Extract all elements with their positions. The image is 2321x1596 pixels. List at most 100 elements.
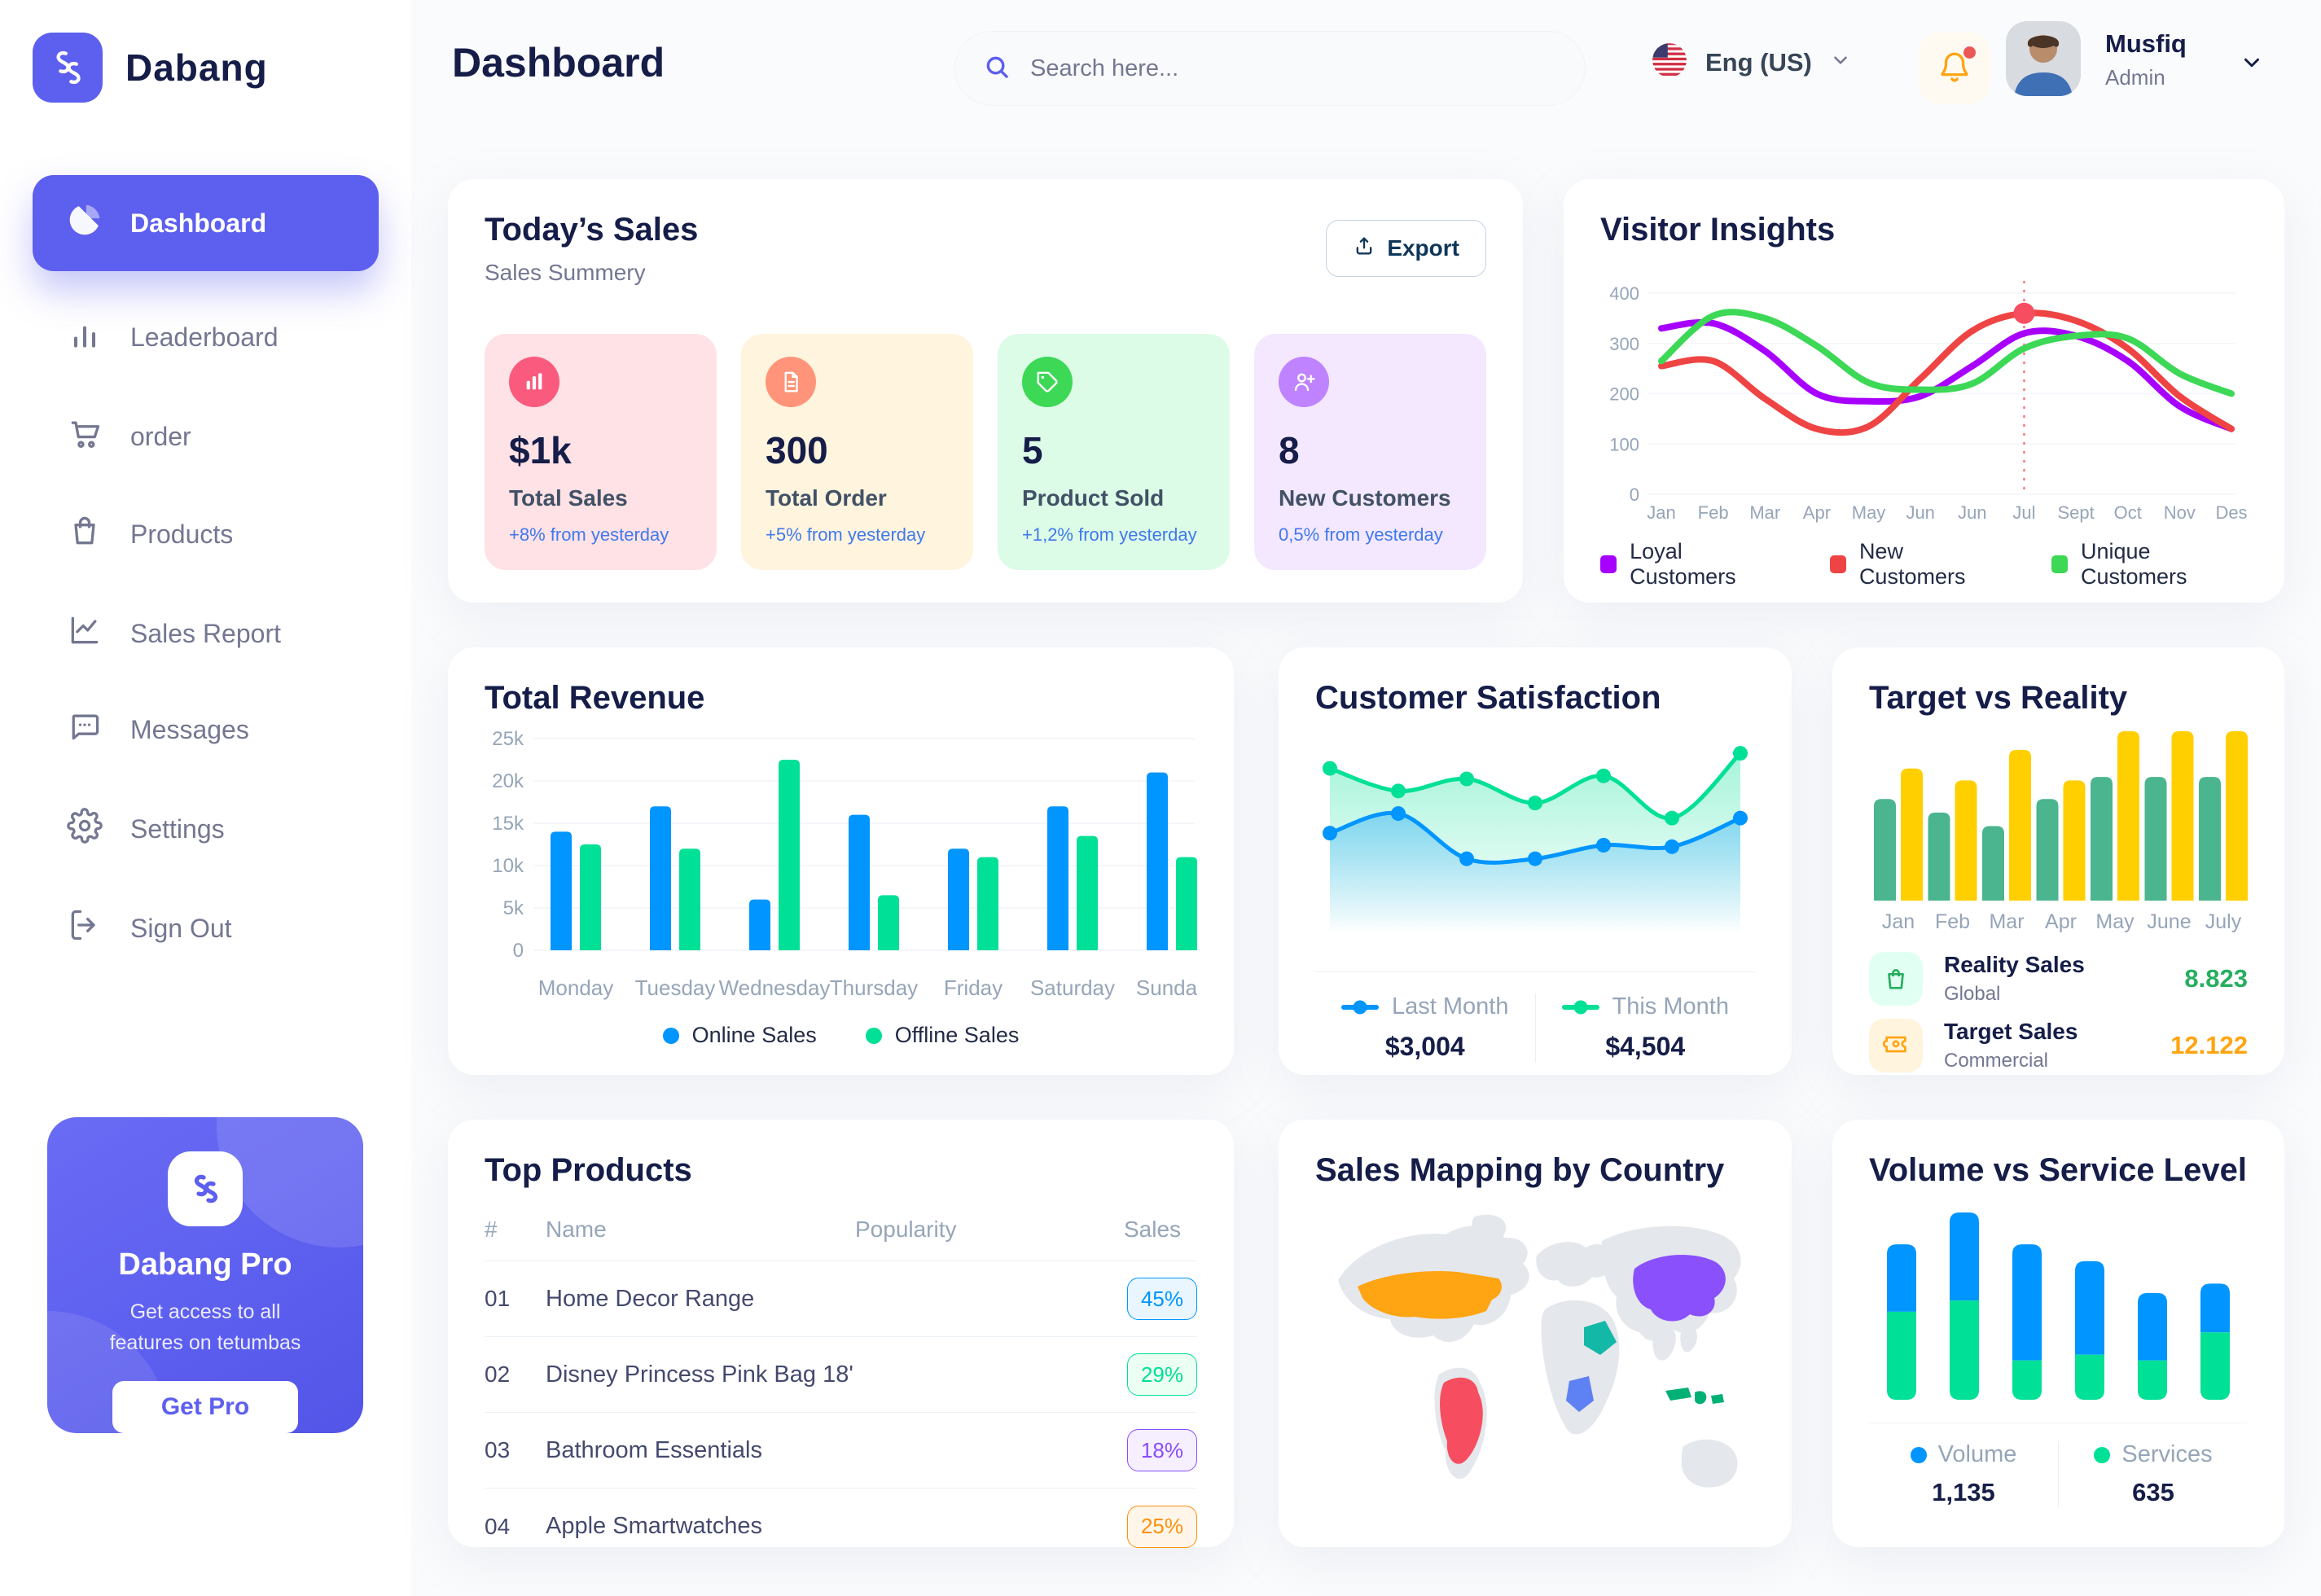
country-brazil[interactable] bbox=[1440, 1377, 1483, 1464]
svg-text:Jan: Jan bbox=[1647, 502, 1675, 523]
sidebar-item-leaderboard[interactable]: Leaderboard bbox=[33, 289, 379, 385]
svg-text:0: 0 bbox=[513, 940, 524, 962]
svg-text:Sept: Sept bbox=[2057, 502, 2094, 523]
reality-sales-value: 8.823 bbox=[2184, 964, 2248, 993]
get-pro-button[interactable]: Get Pro bbox=[112, 1381, 298, 1433]
today-sales-card: Today’s Sales Sales Summery Export $1k T… bbox=[448, 179, 1523, 603]
sales-map-card: Sales Mapping by Country bbox=[1279, 1120, 1792, 1547]
table-row[interactable]: 04 Apple Smartwatches 25% bbox=[485, 1489, 1197, 1564]
user-plus-icon bbox=[1279, 357, 1329, 407]
dabang-pro-icon bbox=[168, 1151, 243, 1226]
table-row[interactable]: 02 Disney Princess Pink Bag 18' 29% bbox=[485, 1337, 1197, 1413]
svg-text:Nov: Nov bbox=[2164, 502, 2196, 523]
shopping-bag-icon bbox=[1869, 952, 1923, 1006]
table-row[interactable]: 03 Bathroom Essentials 18% bbox=[485, 1413, 1197, 1489]
country-china[interactable] bbox=[1633, 1254, 1726, 1322]
svg-text:Apr: Apr bbox=[1803, 502, 1831, 523]
table-row[interactable]: 01 Home Decor Range 45% bbox=[485, 1261, 1197, 1337]
message-icon bbox=[67, 708, 103, 751]
top-products-card: Top Products # Name Popularity Sales 01 … bbox=[448, 1120, 1234, 1548]
sidebar-item-settings[interactable]: Settings bbox=[33, 781, 379, 877]
pro-promo-card: Dabang Pro Get access to all features on… bbox=[47, 1117, 363, 1433]
volume-vs-service-title: Volume vs Service Level bbox=[1869, 1152, 2247, 1188]
promo-title: Dabang Pro bbox=[118, 1247, 292, 1282]
total-revenue-chart: 0 5k 10k 15k 20k 25k Monday Tuesday Wednesday Thu… bbox=[492, 728, 1208, 1000]
sidebar-item-messages[interactable]: Messages bbox=[33, 682, 379, 778]
search-icon bbox=[983, 53, 1011, 85]
sidebar-item-products[interactable]: Products bbox=[33, 486, 379, 582]
line-chart-icon bbox=[67, 612, 103, 655]
country-united-states[interactable] bbox=[1358, 1270, 1502, 1319]
svg-text:Apr: Apr bbox=[2045, 910, 2077, 933]
sidebar: Dabang Dashboard Leaderboard order Produ… bbox=[0, 0, 411, 1596]
visitor-insights-title: Visitor Insights bbox=[1600, 212, 1836, 248]
user-meta: Musfiq Admin bbox=[2105, 29, 2187, 90]
sidebar-item-label: Sales Report bbox=[130, 618, 281, 648]
svg-text:Oct: Oct bbox=[2114, 502, 2142, 523]
svg-text:June: June bbox=[2147, 910, 2191, 933]
target-vs-reality-chart: Jan Feb Mar Apr May June July bbox=[1874, 731, 2248, 933]
svg-text:100: 100 bbox=[1609, 434, 1639, 454]
sidebar-item-label: order bbox=[130, 421, 191, 451]
customer-satisfaction-title: Customer Satisfaction bbox=[1315, 680, 1661, 716]
customer-satisfaction-chart bbox=[1323, 746, 1748, 933]
ticket-icon bbox=[1869, 1019, 1923, 1072]
country-saudi-arabia[interactable] bbox=[1584, 1321, 1617, 1355]
svg-text:Friday: Friday bbox=[944, 976, 1003, 1000]
svg-text:25k: 25k bbox=[492, 728, 524, 750]
sidebar-item-label: Dashboard bbox=[130, 208, 267, 238]
target-vs-reality-card: Target vs Reality Jan Feb Mar Apr May June Jul… bbox=[1832, 647, 2284, 1075]
stat-card-product-sold: 5 Product Sold +1,2% from yesterday bbox=[998, 334, 1230, 570]
svg-text:Monday: Monday bbox=[538, 976, 614, 1000]
svg-text:Feb: Feb bbox=[1935, 910, 1970, 933]
notifications-button[interactable] bbox=[1919, 33, 1990, 104]
search-input[interactable] bbox=[1030, 55, 1557, 82]
sales-badge: 29% bbox=[1127, 1353, 1197, 1396]
svg-text:Mar: Mar bbox=[1989, 910, 2024, 933]
world-map bbox=[1338, 1214, 1741, 1488]
today-sales-title: Today’s Sales bbox=[485, 212, 699, 248]
sidebar-item-sign-out[interactable]: Sign Out bbox=[33, 880, 379, 976]
sidebar-item-dashboard[interactable]: Dashboard bbox=[33, 175, 379, 271]
sidebar-item-label: Messages bbox=[130, 714, 249, 744]
svg-text:5k: 5k bbox=[503, 897, 524, 919]
user-menu-chevron-icon[interactable] bbox=[2240, 50, 2264, 79]
total-revenue-legend: Online Sales Offline Sales bbox=[485, 1023, 1197, 1048]
customer-satisfaction-card: Customer Satisfaction Last Month $3,004 … bbox=[1279, 647, 1792, 1075]
volume-vs-service-chart bbox=[1887, 1212, 2230, 1400]
avatar[interactable] bbox=[2006, 21, 2081, 96]
bar-chart-icon bbox=[67, 316, 103, 358]
divider bbox=[1315, 971, 1755, 972]
country-indonesia[interactable] bbox=[1665, 1388, 1724, 1405]
stat-card-new-customers: 8 New Customers 0,5% from yesterday bbox=[1254, 334, 1486, 570]
sidebar-item-order[interactable]: order bbox=[33, 388, 379, 484]
user-role: Admin bbox=[2105, 65, 2165, 90]
total-revenue-title: Total Revenue bbox=[485, 680, 705, 716]
country-dr-congo[interactable] bbox=[1566, 1376, 1594, 1412]
search-bar bbox=[954, 31, 1586, 106]
sales-badge: 25% bbox=[1127, 1505, 1197, 1548]
bell-icon bbox=[1937, 50, 1972, 88]
page-title: Dashboard bbox=[452, 40, 665, 86]
receipt-icon bbox=[766, 357, 816, 407]
svg-text:300: 300 bbox=[1609, 334, 1639, 354]
this-month-total: $4,504 bbox=[1605, 1032, 1686, 1061]
svg-text:15k: 15k bbox=[492, 813, 524, 835]
top-products-title: Top Products bbox=[485, 1152, 692, 1188]
svg-text:Jul: Jul bbox=[2012, 502, 2035, 523]
language-selector[interactable]: Eng (US) bbox=[1652, 42, 1851, 82]
svg-text:0: 0 bbox=[1630, 484, 1639, 505]
customer-satisfaction-legend: Last Month $3,004 This Month $4,504 bbox=[1315, 993, 1755, 1062]
svg-text:Thursday: Thursday bbox=[830, 976, 918, 1000]
svg-text:10k: 10k bbox=[492, 855, 524, 877]
chevron-down-icon bbox=[1830, 50, 1851, 75]
export-button[interactable]: Export bbox=[1326, 220, 1486, 277]
brand: Dabang bbox=[33, 33, 268, 103]
svg-text:Jun: Jun bbox=[1906, 502, 1934, 523]
tag-icon bbox=[1022, 357, 1073, 407]
sidebar-item-sales-report[interactable]: Sales Report bbox=[33, 585, 379, 682]
sidebar-item-label: Settings bbox=[130, 813, 225, 844]
stat-card-total-order: 300 Total Order +5% from yesterday bbox=[741, 334, 973, 570]
stat-card-total-sales: $1k Total Sales +8% from yesterday bbox=[485, 334, 717, 570]
